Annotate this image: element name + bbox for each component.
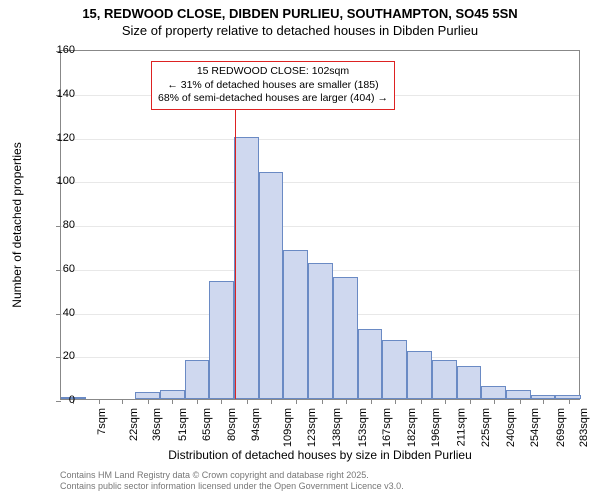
x-tick-label: 182sqm: [406, 408, 418, 447]
x-tick-label: 123sqm: [306, 408, 318, 447]
x-tick-mark: [122, 399, 123, 404]
y-tick-label: 20: [45, 350, 75, 362]
x-tick-label: 153sqm: [357, 408, 369, 447]
x-tick-label: 51sqm: [177, 408, 189, 441]
x-tick-mark: [99, 399, 100, 404]
histogram-bar: [407, 351, 432, 399]
gridline: [61, 226, 579, 227]
x-tick-mark: [172, 399, 173, 404]
x-tick-label: 211sqm: [455, 408, 467, 446]
x-tick-mark: [197, 399, 198, 404]
histogram-bar: [333, 277, 358, 400]
histogram-bar: [506, 390, 531, 399]
histogram-bar: [457, 366, 482, 399]
gridline: [61, 182, 579, 183]
x-tick-label: 167sqm: [381, 408, 393, 447]
x-tick-mark: [221, 399, 222, 404]
annotation-line3: 68% of semi-detached houses are larger (…: [158, 92, 388, 106]
x-tick-mark: [494, 399, 495, 404]
histogram-bar: [160, 390, 185, 399]
x-tick-label: 240sqm: [505, 408, 517, 447]
x-tick-mark: [569, 399, 570, 404]
y-tick-label: 0: [45, 394, 75, 406]
x-tick-mark: [470, 399, 471, 404]
annotation-box: 15 REDWOOD CLOSE: 102sqm← 31% of detache…: [151, 61, 395, 110]
y-tick-label: 60: [45, 263, 75, 275]
y-tick-label: 140: [45, 88, 75, 100]
histogram-bar: [185, 360, 210, 399]
y-tick-label: 160: [45, 44, 75, 56]
y-tick-label: 80: [45, 219, 75, 231]
x-tick-label: 283sqm: [579, 408, 591, 447]
x-tick-mark: [520, 399, 521, 404]
y-tick-label: 40: [45, 307, 75, 319]
footer-line1: Contains HM Land Registry data © Crown c…: [60, 470, 404, 481]
histogram-bar: [283, 250, 308, 399]
x-axis-label: Distribution of detached houses by size …: [60, 448, 580, 462]
x-tick-label: 225sqm: [480, 408, 492, 447]
chart-title-line2: Size of property relative to detached ho…: [0, 21, 600, 38]
histogram-bar: [209, 281, 234, 399]
x-tick-mark: [322, 399, 323, 404]
chart-title-line1: 15, REDWOOD CLOSE, DIBDEN PURLIEU, SOUTH…: [0, 0, 600, 21]
x-tick-label: 36sqm: [151, 408, 163, 441]
annotation-line1: 15 REDWOOD CLOSE: 102sqm: [158, 65, 388, 79]
annotation-line2: ← 31% of detached houses are smaller (18…: [158, 79, 388, 93]
gridline: [61, 139, 579, 140]
histogram-bar: [382, 340, 407, 399]
x-tick-mark: [296, 399, 297, 404]
x-tick-mark: [445, 399, 446, 404]
y-axis-label: Number of detached properties: [10, 142, 24, 307]
histogram-bar: [234, 137, 259, 400]
histogram-bar: [358, 329, 383, 399]
y-tick-label: 120: [45, 132, 75, 144]
x-tick-label: 269sqm: [555, 408, 567, 447]
histogram-bar: [432, 360, 457, 399]
x-tick-label: 138sqm: [331, 408, 343, 447]
x-tick-label: 7sqm: [96, 408, 108, 435]
x-tick-label: 80sqm: [226, 408, 238, 441]
histogram-bar: [481, 386, 506, 399]
histogram-bar: [259, 172, 284, 400]
footer-attribution: Contains HM Land Registry data © Crown c…: [60, 470, 404, 492]
x-tick-label: 254sqm: [529, 408, 541, 447]
x-tick-mark: [148, 399, 149, 404]
x-tick-mark: [543, 399, 544, 404]
histogram-bar: [308, 263, 333, 399]
x-tick-mark: [395, 399, 396, 404]
x-tick-label: 22sqm: [128, 408, 140, 441]
x-tick-label: 196sqm: [430, 408, 442, 447]
x-tick-mark: [247, 399, 248, 404]
x-tick-mark: [371, 399, 372, 404]
x-tick-label: 94sqm: [250, 408, 262, 441]
footer-line2: Contains public sector information licen…: [60, 481, 404, 492]
x-tick-mark: [421, 399, 422, 404]
x-tick-label: 109sqm: [282, 408, 294, 447]
x-tick-mark: [346, 399, 347, 404]
x-tick-label: 65sqm: [201, 408, 213, 441]
x-tick-mark: [271, 399, 272, 404]
chart-plot-area: 15 REDWOOD CLOSE: 102sqm← 31% of detache…: [60, 50, 580, 400]
y-tick-label: 100: [45, 175, 75, 187]
highlight-line: [235, 67, 236, 400]
